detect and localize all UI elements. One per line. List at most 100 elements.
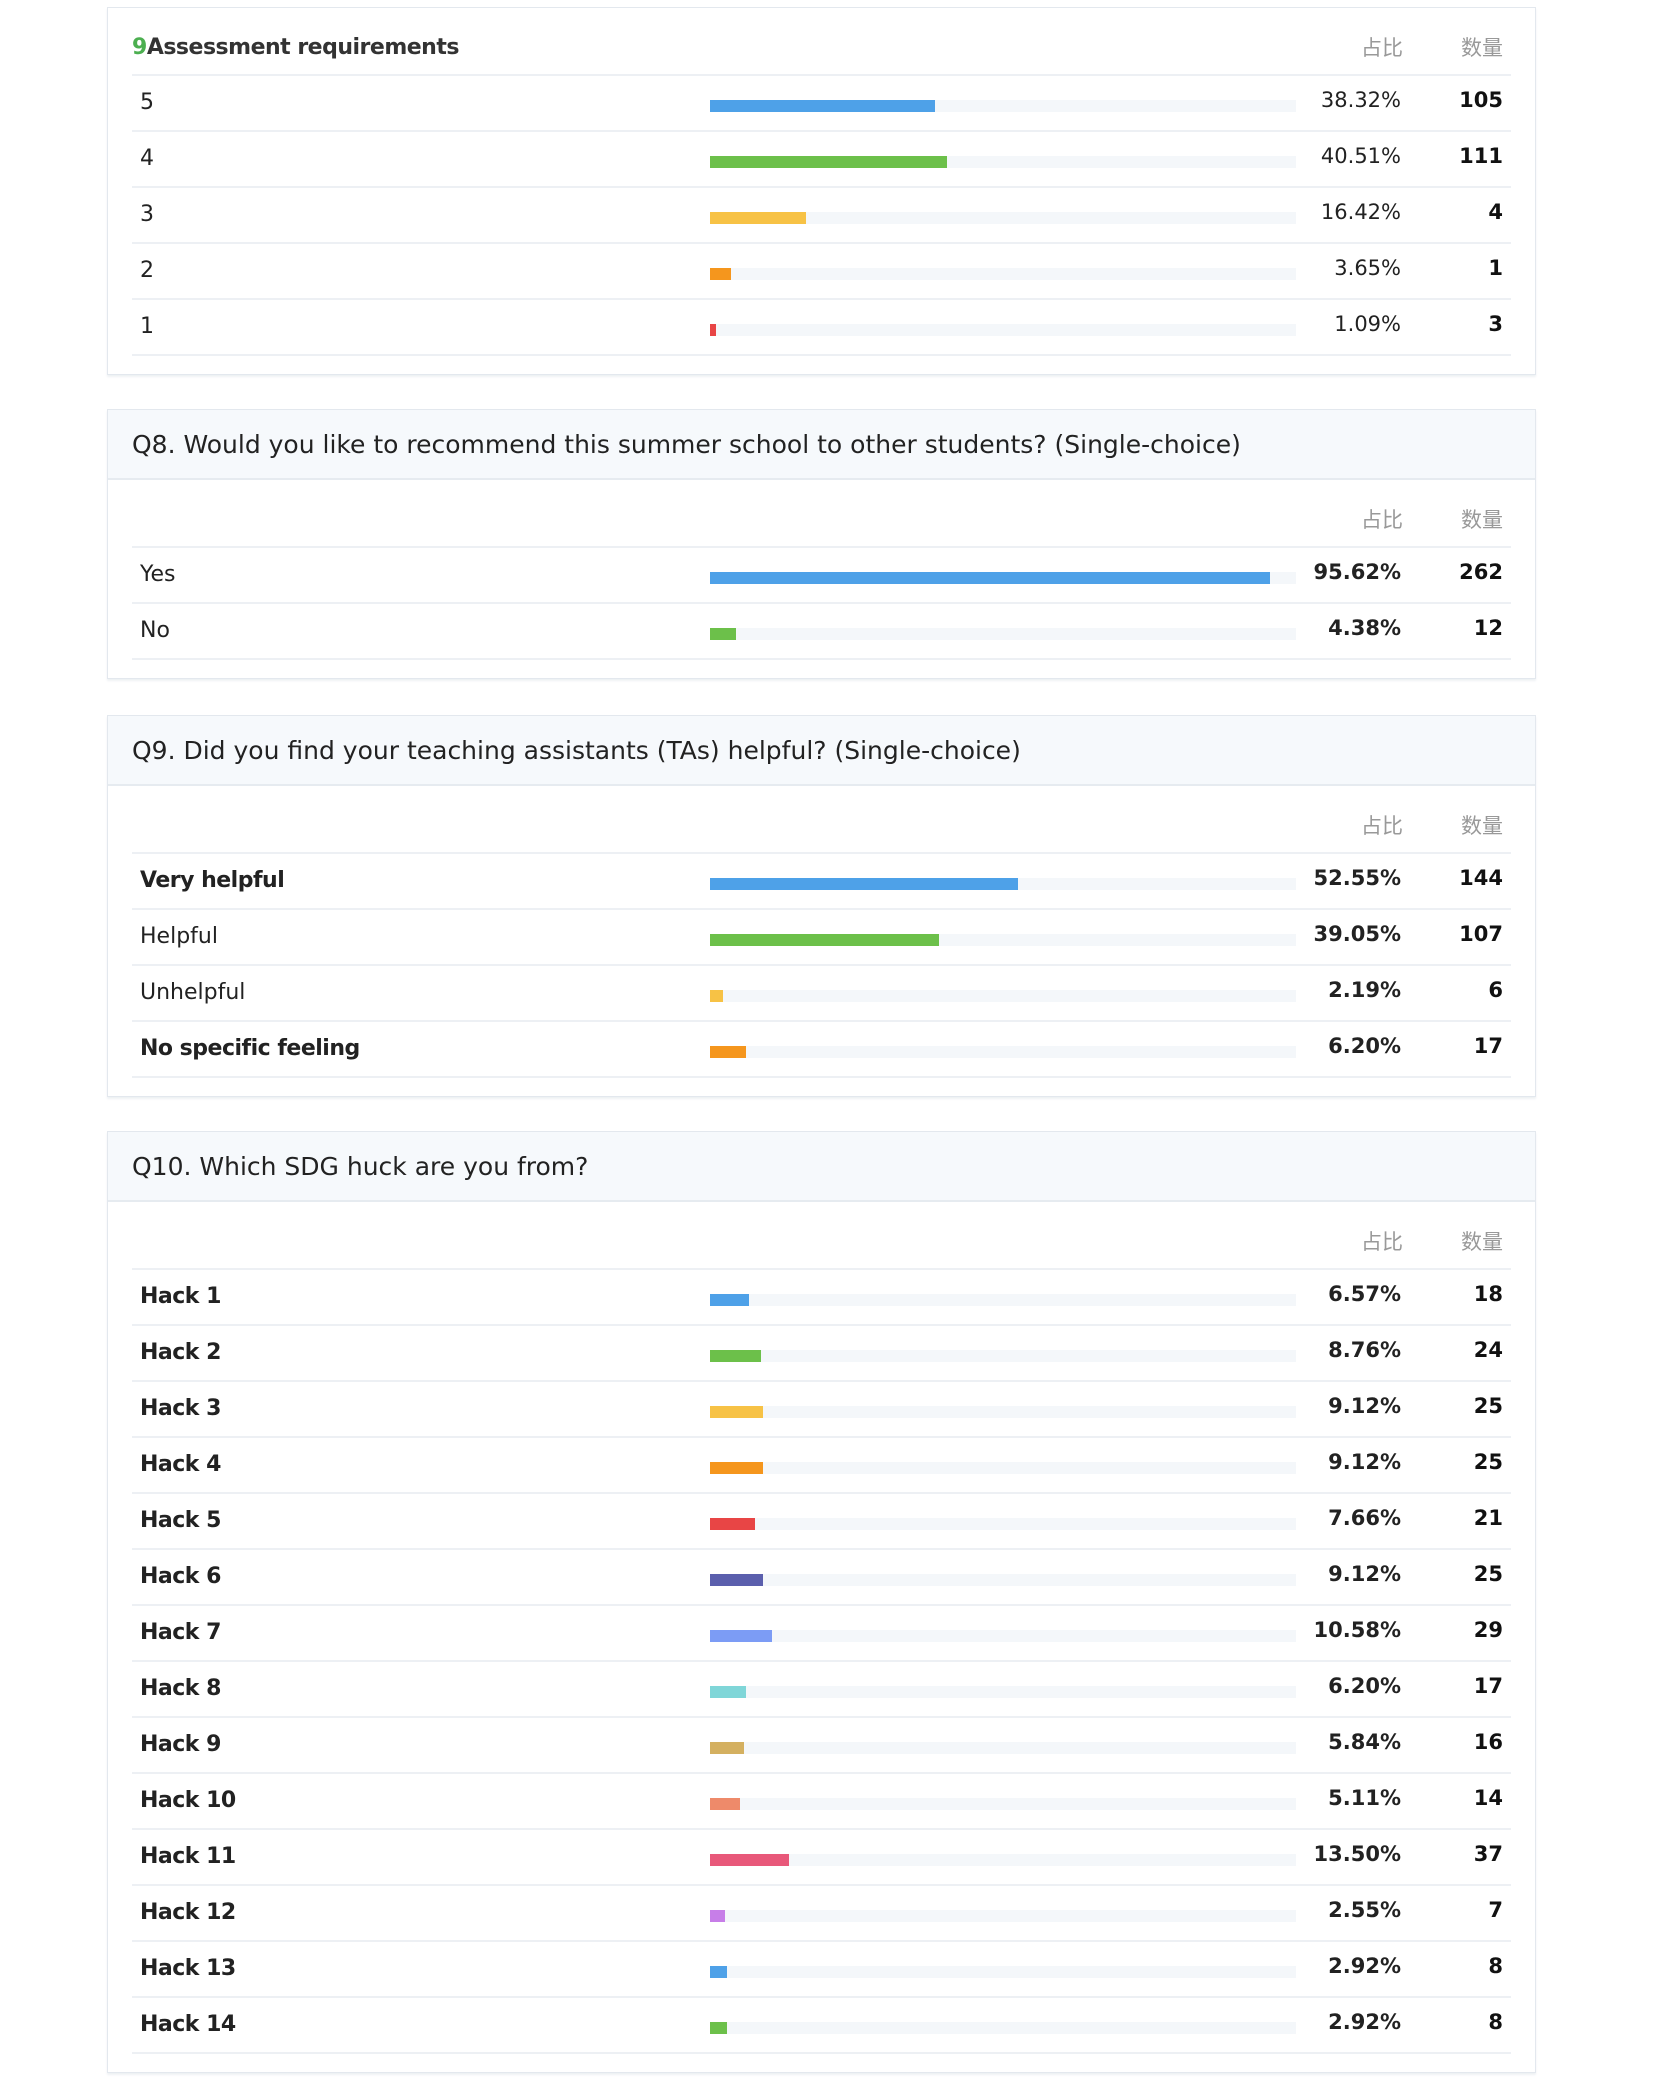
option-count: 14 (1473, 1786, 1503, 1810)
table-row: 5 38.32% 105 (132, 76, 1511, 132)
option-count: 1 (1488, 256, 1503, 280)
bar-fill (710, 628, 736, 640)
bar-fill (710, 212, 807, 224)
option-percent: 38.32% (1320, 88, 1401, 112)
option-count: 4 (1488, 200, 1503, 224)
count-header: 数量 (1461, 814, 1503, 838)
option-percent: 2.92% (1328, 2010, 1401, 2034)
bar-fill (710, 156, 948, 168)
question-card: Q10. Which SDG huck are you from? 占比 数量 Hac… (107, 1131, 1536, 2073)
option-count: 37 (1473, 1842, 1503, 1866)
percent-header: 占比 (1361, 814, 1403, 838)
bar-fill (710, 324, 717, 336)
option-label: Hack 4 (140, 1452, 221, 1477)
option-percent: 52.55% (1313, 866, 1401, 890)
option-label: Hack 7 (140, 1620, 221, 1645)
option-count: 262 (1459, 560, 1503, 584)
percent-header: 占比 (1361, 1230, 1403, 1254)
bar-track (710, 1294, 1296, 1306)
option-percent: 6.20% (1328, 1034, 1401, 1058)
bar-track (710, 572, 1296, 584)
option-label: Hack 3 (140, 1396, 221, 1421)
option-percent: 9.12% (1328, 1450, 1401, 1474)
table-row: Yes 95.62% 262 (132, 548, 1511, 604)
question-card: Q8. Would you like to recommend this sum… (107, 409, 1536, 679)
bar-fill (710, 268, 732, 280)
section-title-text: Assessment requirements (146, 35, 460, 60)
bar-track (710, 1406, 1296, 1418)
table-row: Hack 5 7.66% 21 (132, 1494, 1511, 1550)
option-count: 25 (1473, 1562, 1503, 1586)
results-table: 9Assessment requirements 占比 数量 5 38.32% 105 4 4… (108, 8, 1535, 374)
option-percent: 6.20% (1328, 1674, 1401, 1698)
option-count: 17 (1473, 1674, 1503, 1698)
section-title: 9Assessment requirements (132, 35, 459, 60)
bar-track (710, 2022, 1296, 2034)
bar-track (710, 156, 1296, 168)
table-row: Hack 3 9.12% 25 (132, 1382, 1511, 1438)
table-row: Hack 7 10.58% 29 (132, 1606, 1511, 1662)
option-percent: 2.92% (1328, 1954, 1401, 1978)
table-row: 3 16.42% 4 (132, 188, 1511, 244)
option-percent: 1.09% (1334, 312, 1401, 336)
bar-track (710, 1742, 1296, 1754)
option-percent: 16.42% (1320, 200, 1401, 224)
question-title: Q9. Did you find your teaching assistant… (108, 716, 1535, 786)
option-label: 3 (140, 202, 154, 227)
option-label: Hack 1 (140, 1284, 221, 1309)
bar-fill (710, 1518, 755, 1530)
option-label: Hack 14 (140, 2012, 236, 2037)
question-title: Q8. Would you like to recommend this sum… (108, 410, 1535, 480)
option-count: 21 (1473, 1506, 1503, 1530)
table-header: 占比 数量 (132, 480, 1511, 548)
option-percent: 13.50% (1313, 1842, 1401, 1866)
table-row: Helpful 39.05% 107 (132, 910, 1511, 966)
bar-fill (710, 100, 935, 112)
bar-track (710, 990, 1296, 1002)
option-percent: 40.51% (1320, 144, 1401, 168)
bar-fill (710, 1046, 747, 1058)
bar-track (710, 212, 1296, 224)
option-percent: 95.62% (1313, 560, 1401, 584)
option-label: No specific feeling (140, 1036, 360, 1061)
bar-fill (710, 1350, 762, 1362)
option-label: 1 (140, 314, 154, 339)
bar-fill (710, 1574, 764, 1586)
option-label: 5 (140, 90, 154, 115)
bar-track (710, 1686, 1296, 1698)
results-table: 占比 数量 Yes 95.62% 262 No 4.38% 12 (108, 480, 1535, 678)
option-label: Yes (140, 562, 176, 587)
count-header: 数量 (1461, 1230, 1503, 1254)
option-count: 12 (1473, 616, 1503, 640)
option-count: 25 (1473, 1394, 1503, 1418)
bar-track (710, 100, 1296, 112)
count-header: 数量 (1461, 36, 1503, 60)
table-row: Hack 11 13.50% 37 (132, 1830, 1511, 1886)
option-percent: 9.12% (1328, 1562, 1401, 1586)
option-count: 7 (1488, 1898, 1503, 1922)
bar-fill (710, 1294, 749, 1306)
option-count: 6 (1488, 978, 1503, 1002)
table-header: 占比 数量 (132, 786, 1511, 854)
table-row: Very helpful 52.55% 144 (132, 854, 1511, 910)
bar-fill (710, 1406, 764, 1418)
bar-fill (710, 934, 939, 946)
table-row: Hack 10 5.11% 14 (132, 1774, 1511, 1830)
table-row: Hack 9 5.84% 16 (132, 1718, 1511, 1774)
bar-track (710, 878, 1296, 890)
option-percent: 9.12% (1328, 1394, 1401, 1418)
table-header: 9Assessment requirements 占比 数量 (132, 8, 1511, 76)
option-label: Hack 13 (140, 1956, 236, 1981)
bar-track (710, 268, 1296, 280)
bar-track (710, 1630, 1296, 1642)
bar-track (710, 324, 1296, 336)
option-percent: 2.19% (1328, 978, 1401, 1002)
bar-track (710, 1350, 1296, 1362)
option-count: 24 (1473, 1338, 1503, 1362)
bar-track (710, 1518, 1296, 1530)
option-percent: 7.66% (1328, 1506, 1401, 1530)
question-card: Q9. Did you find your teaching assistant… (107, 715, 1536, 1097)
option-label: Hack 12 (140, 1900, 236, 1925)
table-row: Hack 2 8.76% 24 (132, 1326, 1511, 1382)
option-count: 8 (1488, 2010, 1503, 2034)
